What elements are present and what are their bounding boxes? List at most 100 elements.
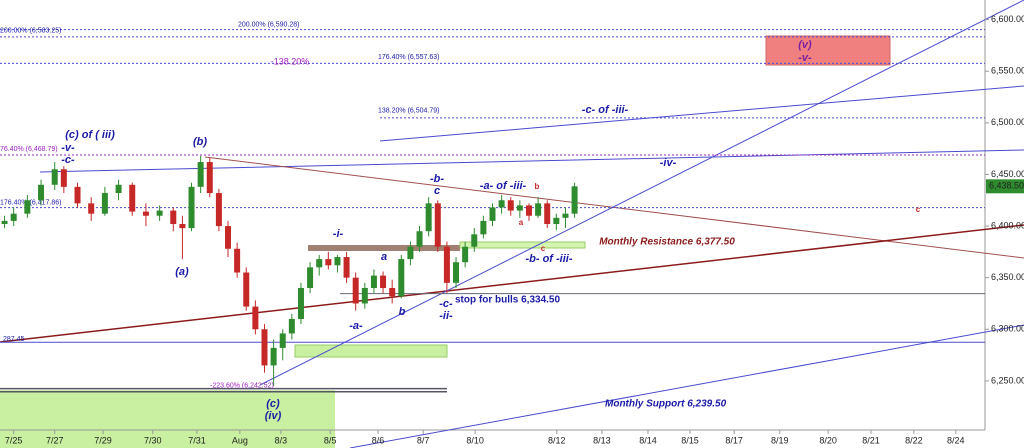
- level-label: 176.40% (6,417.86): [0, 199, 62, 206]
- level-label: Monthly Support 6,239.50: [605, 398, 727, 409]
- candle-body: [101, 193, 108, 214]
- annotation: -c-: [439, 298, 453, 310]
- x-tick-label: 8/5: [324, 435, 337, 445]
- annotation: -iv-: [660, 157, 677, 169]
- candle-body: [498, 200, 505, 208]
- candle-body: [60, 169, 67, 187]
- trendline: [0, 224, 1024, 343]
- annotation: -138.20%: [271, 56, 310, 66]
- annotation: (c) of ( iii): [65, 129, 115, 141]
- candle-body: [1, 220, 8, 224]
- x-tick-label: 8/7: [417, 435, 430, 445]
- support-zone: [0, 390, 335, 448]
- annotation: (iv): [265, 410, 282, 422]
- candle-body: [462, 246, 469, 263]
- level-label: stop for bulls 6,334.50: [455, 294, 560, 305]
- x-tick-label: 8/20: [819, 435, 837, 445]
- y-tick-label: 6,300.00: [991, 324, 1024, 334]
- level-label: -223.60% (6,242.52): [210, 382, 274, 389]
- candle-body: [553, 217, 560, 224]
- last-price-label: 6,438.50: [989, 181, 1024, 191]
- annotation: c: [541, 244, 546, 253]
- annotation: -b-: [430, 173, 444, 185]
- trendline: [39, 149, 1024, 173]
- level-label: 200.00% (6,590.28): [238, 21, 300, 28]
- candle-body: [51, 169, 58, 185]
- demand-zone: [294, 344, 448, 358]
- candle-body: [425, 203, 432, 232]
- annotation: Monthly Resistance 6,377.50: [599, 237, 735, 248]
- candle-body: [206, 162, 213, 194]
- candle-body: [170, 210, 177, 224]
- candle-body: [279, 333, 286, 348]
- annotation: c: [434, 185, 440, 197]
- candle-body: [270, 347, 277, 366]
- y-tick-label: 6,600.00: [991, 14, 1024, 24]
- candle-body: [352, 277, 359, 304]
- candle-body: [443, 246, 450, 283]
- y-tick-label: 6,450.00: [991, 169, 1024, 179]
- target-zone: [765, 35, 891, 66]
- candle-body: [316, 259, 323, 268]
- candle-body: [243, 272, 250, 307]
- candle-body: [156, 210, 163, 216]
- x-tick-label: 8/10: [466, 435, 484, 445]
- level-label: 176.40% (6,557.63): [378, 54, 440, 61]
- candle-body: [525, 205, 532, 216]
- trendline: [259, 0, 1024, 386]
- support-zone-small: [459, 241, 586, 249]
- candle-body: [361, 288, 368, 304]
- x-tick-label: 8/15: [681, 435, 699, 445]
- candle-body: [142, 211, 149, 216]
- x-tick-label: 8/12: [548, 435, 566, 445]
- x-tick-label: 8/17: [725, 435, 743, 445]
- last-price-box: [986, 179, 1024, 194]
- candle-body: [416, 231, 423, 247]
- annotation: -i-: [333, 228, 344, 240]
- level-label: 200.00% (6,583.25): [0, 28, 62, 35]
- candle-body: [544, 203, 551, 224]
- level-label: 76.40% (6,468.79): [0, 146, 58, 153]
- level-label: 287.45: [3, 336, 25, 343]
- x-tick-label: 8/14: [639, 435, 657, 445]
- candle-body: [10, 213, 17, 221]
- annotation: -c-: [61, 154, 75, 166]
- candle-body: [234, 248, 241, 273]
- candle-body: [288, 318, 295, 334]
- level-label: 138.20% (6,504.79): [378, 108, 440, 115]
- annotation: -v-: [61, 142, 75, 154]
- y-tick-label: 6,550.00: [991, 66, 1024, 76]
- candle-body: [115, 184, 122, 194]
- candle-body: [325, 259, 332, 266]
- x-tick-label: 8/24: [947, 435, 965, 445]
- candle-body: [225, 226, 232, 249]
- annotation: a: [519, 218, 524, 227]
- annotation: a: [381, 251, 387, 263]
- candle-body: [24, 200, 31, 214]
- candle-body: [407, 246, 414, 260]
- candle-body: [307, 267, 314, 288]
- annotation: c: [916, 205, 921, 214]
- annotation: b: [399, 306, 406, 318]
- candle-body: [334, 257, 341, 266]
- candle-body: [343, 257, 350, 278]
- candle-body: [453, 262, 460, 283]
- candle-body: [471, 234, 478, 247]
- annotation: -v-: [798, 52, 812, 64]
- candle-body: [188, 186, 195, 229]
- x-tick-label: Aug: [232, 435, 248, 445]
- x-tick-label: 7/29: [94, 435, 112, 445]
- y-tick-label: 6,400.00: [991, 220, 1024, 230]
- candle-body: [434, 203, 441, 247]
- annotation: -ii-: [439, 310, 453, 322]
- x-tick-label: 8/13: [593, 435, 611, 445]
- y-tick-label: 6,500.00: [991, 117, 1024, 127]
- x-tick-label: 8/3: [275, 435, 288, 445]
- candle-body: [562, 213, 569, 218]
- candle-body: [380, 275, 387, 288]
- candle-body: [389, 288, 396, 297]
- candle-body: [516, 205, 523, 211]
